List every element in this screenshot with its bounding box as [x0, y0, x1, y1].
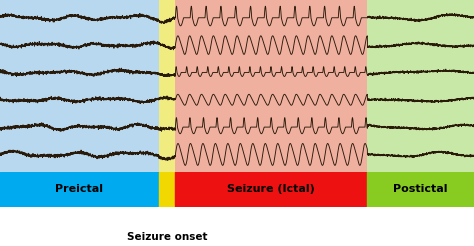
Text: Preictal: Preictal [55, 184, 103, 194]
Bar [0, 172, 159, 207]
Bar [367, 0, 474, 172]
Text: Seizure (Ictal): Seizure (Ictal) [228, 184, 315, 194]
Bar [175, 0, 367, 172]
Text: Seizure onset: Seizure onset [127, 232, 207, 242]
Text: Postictal: Postictal [393, 184, 448, 194]
Bar [159, 0, 175, 172]
Bar [159, 172, 175, 207]
Bar [0, 0, 159, 172]
Bar [175, 172, 367, 207]
Bar [367, 172, 474, 207]
